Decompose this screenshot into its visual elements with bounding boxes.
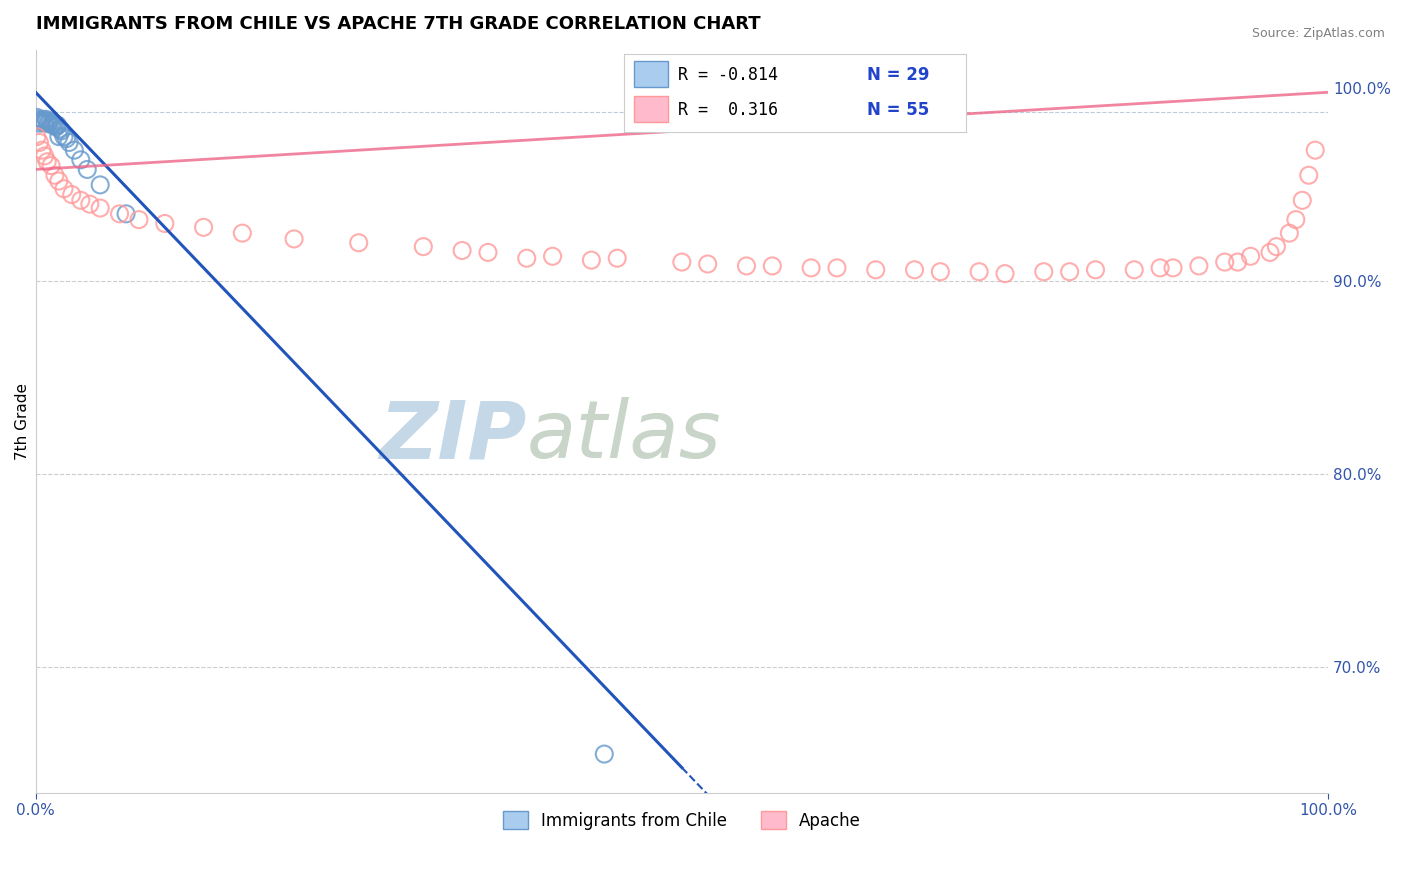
Point: [606, 251, 628, 265]
Text: atlas: atlas: [527, 397, 721, 475]
Point: [1265, 239, 1288, 253]
Point: [48, 174, 70, 188]
Point: [69, 194, 91, 208]
Point: [37, 114, 59, 128]
Point: [1123, 262, 1146, 277]
Point: [37, 116, 59, 130]
Point: [1291, 194, 1313, 208]
Point: [25, 111, 48, 125]
Text: Source: ZipAtlas.com: Source: ZipAtlas.com: [1251, 27, 1385, 40]
Point: [35, 112, 58, 127]
Point: [1239, 249, 1261, 263]
Point: [283, 232, 305, 246]
Point: [49, 122, 72, 136]
Point: [1084, 262, 1107, 277]
Legend: Immigrants from Chile, Apache: Immigrants from Chile, Apache: [496, 805, 868, 837]
Point: [1213, 255, 1236, 269]
Point: [1278, 226, 1301, 240]
Point: [39, 116, 62, 130]
Point: [44, 168, 66, 182]
Point: [1226, 255, 1249, 269]
Point: [48, 129, 70, 144]
Point: [1188, 259, 1211, 273]
Point: [593, 747, 616, 761]
Point: [412, 239, 434, 253]
Point: [89, 178, 111, 192]
Point: [581, 253, 603, 268]
Point: [671, 255, 693, 269]
Point: [1285, 212, 1308, 227]
Point: [53, 129, 76, 144]
Point: [60, 187, 83, 202]
Point: [27, 112, 49, 127]
Point: [28, 136, 51, 150]
Point: [193, 220, 215, 235]
Point: [541, 249, 564, 263]
Point: [1149, 260, 1171, 275]
Point: [58, 136, 80, 150]
Point: [696, 257, 718, 271]
Point: [929, 265, 952, 279]
Point: [800, 260, 823, 275]
Point: [53, 182, 76, 196]
Point: [63, 143, 86, 157]
Point: [25, 129, 48, 144]
Point: [32, 114, 55, 128]
Point: [825, 260, 848, 275]
Point: [28, 116, 51, 130]
Point: [51, 124, 73, 138]
Point: [1303, 143, 1326, 157]
Point: [903, 262, 925, 277]
Point: [108, 207, 131, 221]
Point: [347, 235, 370, 250]
Point: [89, 201, 111, 215]
Point: [115, 207, 138, 221]
Point: [1298, 168, 1320, 182]
Point: [34, 149, 56, 163]
Point: [1161, 260, 1184, 275]
Point: [30, 114, 52, 128]
Point: [38, 114, 60, 128]
Point: [1059, 265, 1081, 279]
Point: [153, 217, 176, 231]
Point: [865, 262, 887, 277]
Point: [761, 259, 783, 273]
Point: [69, 153, 91, 167]
Point: [31, 112, 53, 127]
Point: [55, 131, 77, 145]
Point: [42, 116, 65, 130]
Point: [46, 118, 69, 132]
Y-axis label: 7th Grade: 7th Grade: [15, 383, 30, 459]
Point: [128, 212, 150, 227]
Point: [231, 226, 253, 240]
Point: [451, 244, 474, 258]
Point: [31, 143, 53, 157]
Point: [477, 245, 499, 260]
Text: IMMIGRANTS FROM CHILE VS APACHE 7TH GRADE CORRELATION CHART: IMMIGRANTS FROM CHILE VS APACHE 7TH GRAD…: [35, 15, 761, 33]
Point: [79, 197, 101, 211]
Text: ZIP: ZIP: [380, 397, 527, 475]
Point: [41, 118, 63, 132]
Point: [1258, 245, 1281, 260]
Point: [735, 259, 758, 273]
Point: [516, 251, 538, 265]
Point: [45, 120, 67, 134]
Point: [44, 118, 66, 132]
Point: [39, 159, 62, 173]
Point: [967, 265, 990, 279]
Point: [1032, 265, 1054, 279]
Point: [994, 267, 1017, 281]
Point: [37, 154, 59, 169]
Point: [34, 116, 56, 130]
Point: [76, 162, 98, 177]
